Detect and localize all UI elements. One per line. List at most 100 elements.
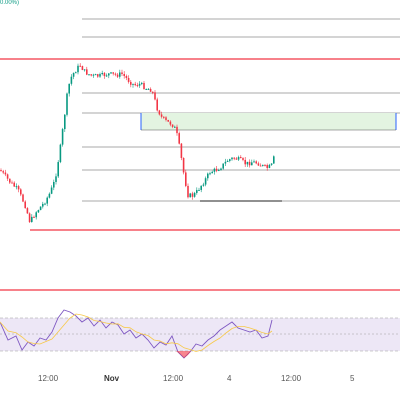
candle-body bbox=[224, 161, 227, 164]
candle-body bbox=[143, 82, 145, 90]
candle-body bbox=[207, 173, 209, 179]
candle-body bbox=[270, 163, 273, 165]
candle-body bbox=[132, 83, 134, 85]
candle-body bbox=[193, 192, 196, 197]
candle-body bbox=[182, 157, 185, 173]
candle-body bbox=[198, 189, 200, 191]
candle-body bbox=[68, 83, 70, 94]
candle-body bbox=[147, 88, 150, 90]
rsi-pane[interactable] bbox=[0, 309, 400, 359]
candle-body bbox=[110, 72, 112, 74]
candle-body bbox=[15, 186, 18, 188]
candle-body bbox=[4, 172, 7, 175]
fib-zone bbox=[141, 113, 396, 130]
candle-body bbox=[138, 83, 141, 86]
candle-body bbox=[149, 88, 152, 92]
candle-body bbox=[191, 193, 194, 197]
candle-body bbox=[103, 72, 106, 77]
time-axis-label: 12:00 bbox=[38, 374, 59, 383]
candle-body bbox=[44, 203, 46, 205]
candle-body bbox=[24, 201, 26, 209]
candle-body bbox=[119, 72, 121, 77]
candle-body bbox=[222, 163, 224, 169]
candle-body bbox=[231, 157, 233, 160]
candle-body bbox=[253, 161, 255, 163]
candle-body bbox=[213, 168, 216, 172]
candle-body bbox=[229, 159, 231, 161]
candle-body bbox=[31, 216, 33, 223]
candle-body bbox=[42, 203, 44, 207]
candle-body bbox=[268, 164, 271, 168]
candle-body bbox=[114, 73, 117, 75]
candle-body bbox=[154, 92, 156, 100]
candle-body bbox=[189, 193, 191, 198]
candle-body bbox=[81, 66, 84, 71]
candle-body bbox=[17, 186, 20, 190]
price-pane[interactable] bbox=[0, 18, 400, 291]
candle-body bbox=[116, 74, 119, 77]
candle-body bbox=[101, 72, 103, 75]
candle-body bbox=[204, 178, 207, 185]
candle-body bbox=[163, 116, 165, 118]
candle-body bbox=[35, 212, 37, 218]
candle-body bbox=[202, 184, 205, 186]
candle-body bbox=[88, 74, 90, 76]
candle-body bbox=[70, 76, 73, 84]
candle-body bbox=[108, 73, 110, 76]
candle-body bbox=[145, 88, 147, 90]
candle-body bbox=[152, 91, 154, 93]
candle-body bbox=[13, 182, 15, 187]
candle-body bbox=[180, 143, 183, 158]
candle-body bbox=[55, 176, 57, 182]
candle-body bbox=[9, 178, 11, 183]
candle-body bbox=[123, 73, 125, 76]
candle-body bbox=[26, 208, 29, 214]
candle-body bbox=[57, 162, 59, 177]
candle-body bbox=[127, 77, 130, 82]
candle-body bbox=[220, 168, 222, 170]
candle-body bbox=[86, 69, 88, 75]
candle-body bbox=[218, 169, 220, 171]
candle-body bbox=[94, 74, 97, 76]
candle-body bbox=[2, 171, 4, 173]
candle-body bbox=[22, 194, 24, 202]
candle-body bbox=[0, 170, 2, 172]
time-axis-label: 12:00 bbox=[281, 374, 302, 383]
candle-body bbox=[185, 172, 187, 186]
candle-body bbox=[97, 74, 99, 77]
candle-body bbox=[125, 75, 128, 78]
candle-body bbox=[99, 74, 101, 77]
candle-body bbox=[136, 85, 139, 87]
candle-body bbox=[79, 65, 81, 67]
candle-body bbox=[259, 165, 262, 167]
candle-body bbox=[176, 126, 178, 134]
candle-body bbox=[251, 162, 253, 166]
candle-body bbox=[160, 114, 163, 117]
candle-body bbox=[112, 72, 114, 74]
candle-body bbox=[211, 171, 213, 174]
candle-body bbox=[28, 213, 31, 223]
candle-body bbox=[75, 72, 77, 74]
price-change-label: 0.00%) bbox=[0, 0, 20, 6]
candle-body bbox=[242, 158, 244, 160]
candle-body bbox=[169, 121, 172, 125]
candle-body bbox=[187, 185, 189, 198]
candle-body bbox=[37, 210, 40, 213]
rsi-band bbox=[0, 318, 400, 351]
time-axis-label: 5 bbox=[350, 374, 355, 383]
candle-body bbox=[46, 197, 48, 204]
candle-body bbox=[66, 93, 68, 115]
candle-body bbox=[6, 174, 9, 179]
candle-body bbox=[130, 81, 132, 85]
candle-body bbox=[11, 182, 13, 184]
candle-body bbox=[156, 99, 158, 111]
candle-body bbox=[121, 72, 123, 74]
candle-body bbox=[237, 157, 240, 160]
candle-body bbox=[209, 173, 211, 175]
candle-body bbox=[196, 190, 198, 193]
candle-body bbox=[233, 157, 235, 159]
candle-body bbox=[90, 74, 92, 76]
candle-body bbox=[50, 187, 53, 194]
candle-body bbox=[266, 165, 268, 168]
